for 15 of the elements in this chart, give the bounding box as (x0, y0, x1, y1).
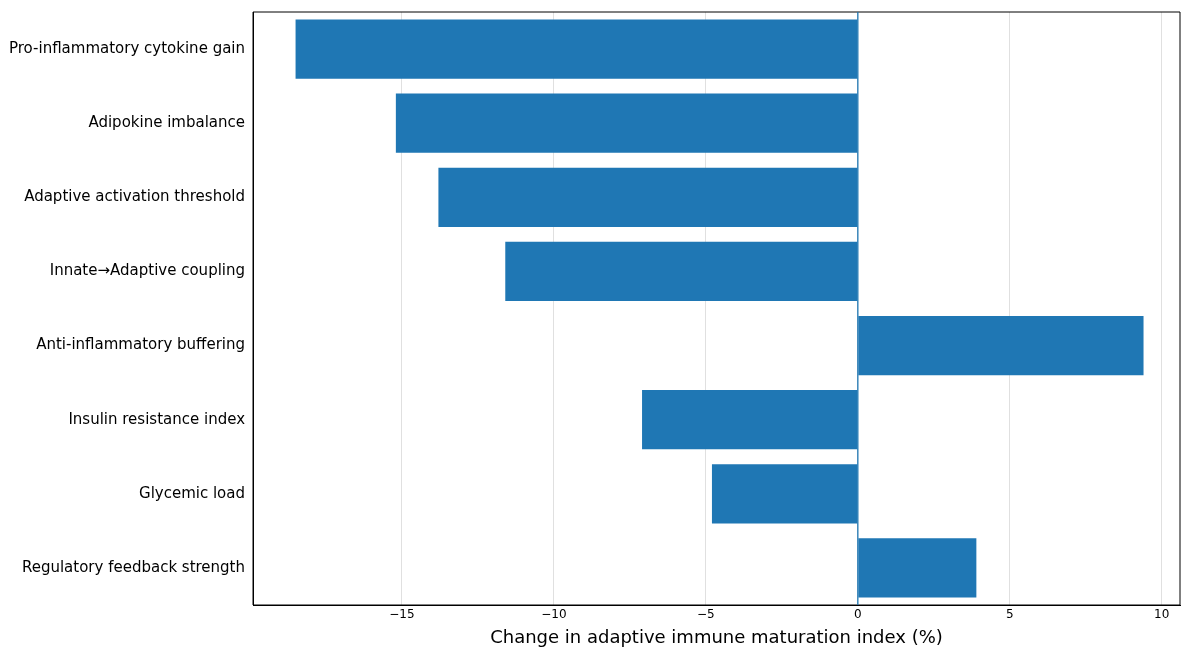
y-tick-label: Glycemic load (139, 483, 246, 502)
y-tick-label: Regulatory feedback strength (21, 557, 246, 576)
y-tick-label: Pro-inflammatory cytokine gain (9, 38, 246, 57)
x-tick-label: −15 (389, 607, 415, 622)
y-tick-label: Adaptive activation threshold (24, 187, 246, 206)
x-tick-label: −10 (541, 607, 567, 622)
x-tick-label: 5 (1005, 607, 1014, 622)
y-tick-label: Insulin resistance index (68, 409, 246, 428)
y-tick-label: Anti-inflammatory buffering (36, 335, 246, 354)
y-tick-label: Innate→Adaptive coupling (49, 261, 246, 280)
x-axis-title: Change in adaptive immune maturation index (%) (490, 625, 943, 647)
x-tick-label: −5 (697, 607, 715, 622)
x-tick-label: 10 (1154, 607, 1170, 622)
y-tick-label: Adipokine imbalance (88, 113, 246, 132)
x-tick-label: 0 (854, 607, 862, 622)
